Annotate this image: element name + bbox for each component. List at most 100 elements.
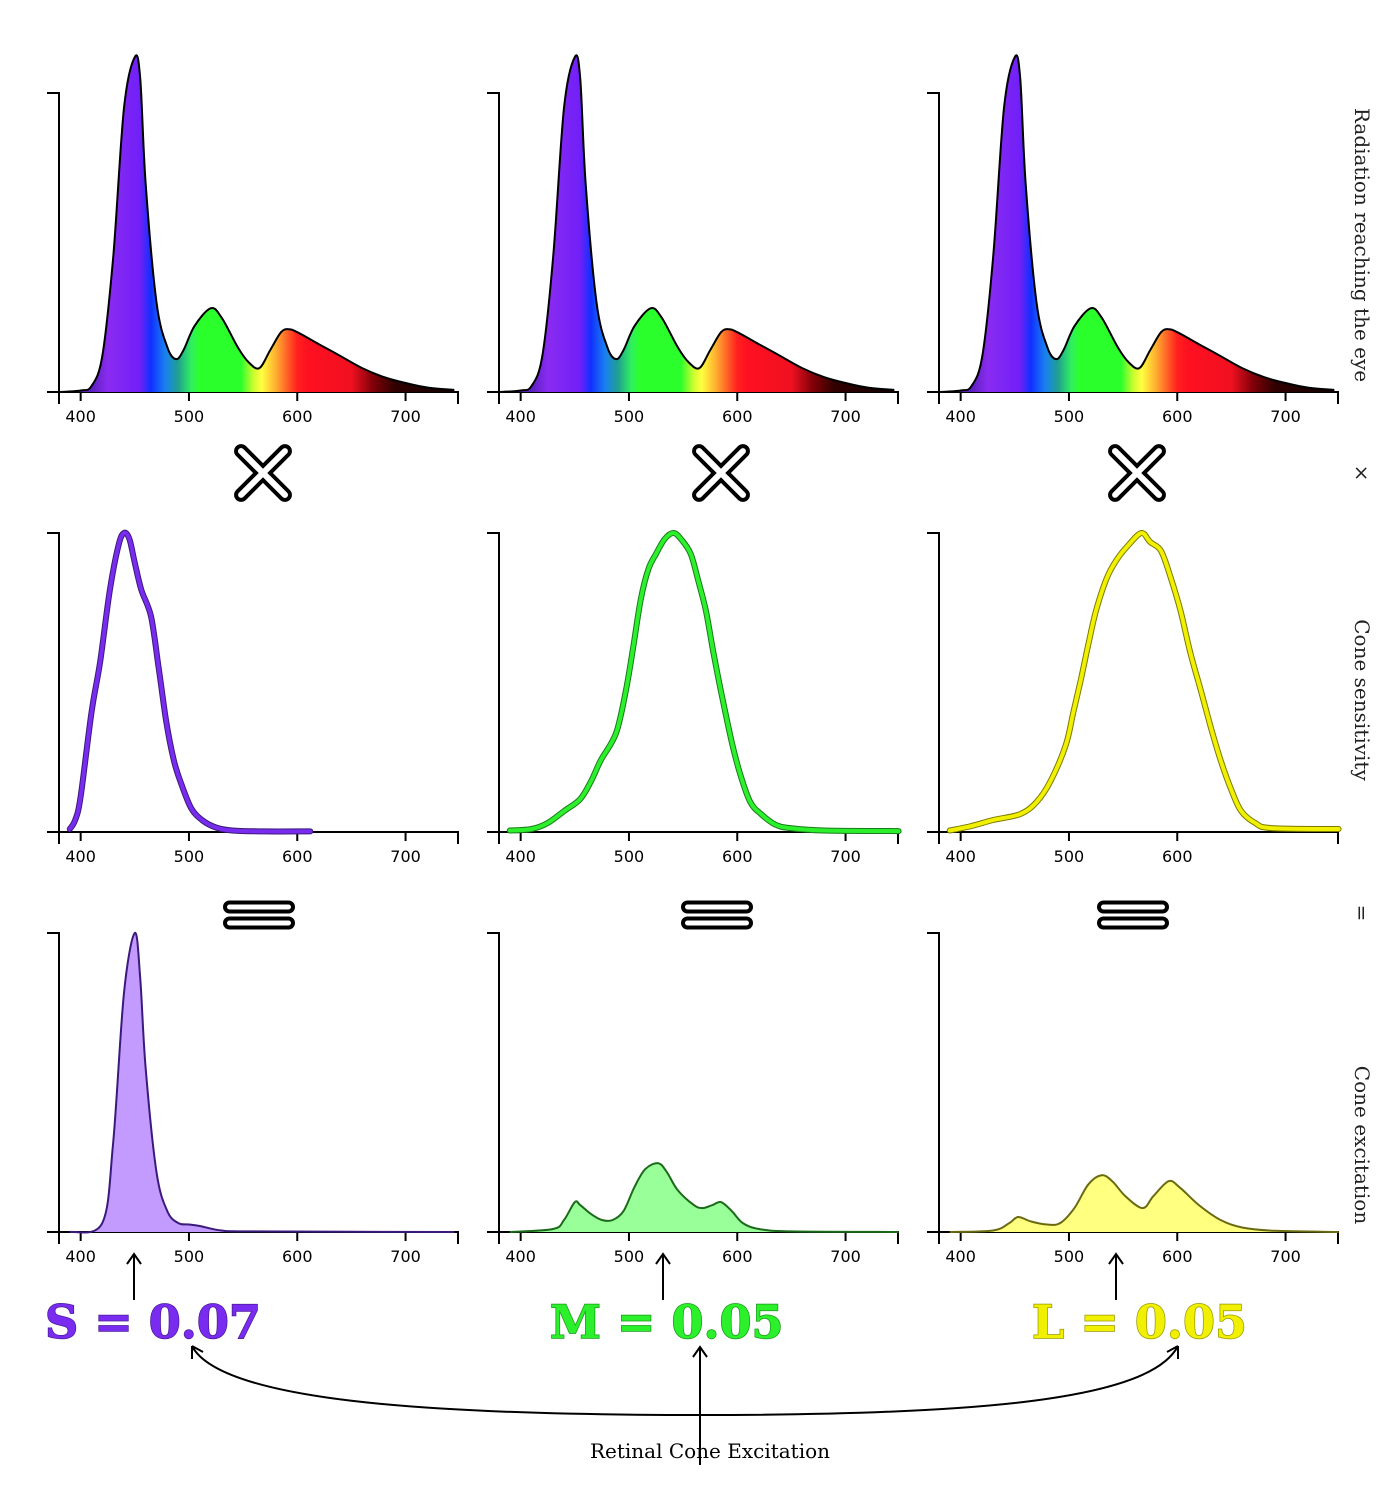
arrow-s-up xyxy=(126,1252,142,1300)
x-tick-label: 500 xyxy=(174,407,205,426)
x-tick-label: 700 xyxy=(390,1247,421,1266)
x-tick-label: 400 xyxy=(945,1247,976,1266)
excitation-area-m xyxy=(509,1163,899,1232)
x-axis xyxy=(47,1231,459,1244)
panel-radiation-l: 400 500 600 700 xyxy=(927,54,1339,426)
multiply-icon xyxy=(1108,444,1166,502)
x-axis xyxy=(927,391,1339,404)
row-label-radiation: Radiation reaching the eye xyxy=(1350,108,1374,382)
x-axis xyxy=(927,831,1339,844)
panel-excitation-m: 400 500 600 700 xyxy=(487,932,899,1266)
row-label-sensitivity: Cone sensitivity xyxy=(1350,619,1374,781)
result-m: M = 0.05 xyxy=(550,1295,784,1349)
x-tick-label: 500 xyxy=(1054,1247,1085,1266)
x-tick-label: 600 xyxy=(1162,847,1193,866)
excitation-line-l xyxy=(949,1174,1339,1233)
sensitivity-outline-m xyxy=(506,529,902,835)
sensitivity-outline-s xyxy=(66,529,314,835)
x-tick-label: 400 xyxy=(65,407,96,426)
panel-radiation-m: 400 500 600 700 xyxy=(487,54,899,426)
caption: Retinal Cone Excitation xyxy=(590,1439,830,1463)
x-tick-label: 400 xyxy=(945,407,976,426)
panel-radiation-s: 400 500 600 700 xyxy=(47,54,459,426)
panel-sensitivity-l: 400 500 600 xyxy=(927,530,1342,866)
y-axis xyxy=(927,932,940,1244)
equals-icon xyxy=(1097,900,1169,930)
x-tick-label: 600 xyxy=(282,847,313,866)
panel-excitation-l: 400 500 600 700 xyxy=(927,932,1339,1266)
sensitivity-line-m xyxy=(507,530,901,834)
multiply-icon xyxy=(692,444,750,502)
x-axis xyxy=(927,1231,1339,1244)
x-tick-label: 500 xyxy=(614,847,645,866)
panel-excitation-s: 400 500 600 700 xyxy=(47,931,459,1266)
spectrum-line xyxy=(938,54,1335,393)
x-axis xyxy=(47,391,459,404)
x-axis xyxy=(487,1231,899,1244)
x-tick-label: 600 xyxy=(722,407,753,426)
x-tick-label: 700 xyxy=(830,1247,861,1266)
x-tick-label: 600 xyxy=(282,1247,313,1266)
sensitivity-line-s xyxy=(67,530,313,834)
x-tick-label: 500 xyxy=(614,1247,645,1266)
x-tick-label: 600 xyxy=(1162,407,1193,426)
x-tick-label: 400 xyxy=(945,847,976,866)
x-axis xyxy=(47,831,459,844)
y-axis xyxy=(47,92,60,404)
arrow-to-s xyxy=(191,1345,701,1416)
spectrum-line xyxy=(498,54,895,393)
arrow-to-l xyxy=(699,1345,1179,1416)
equals-icon xyxy=(681,900,753,930)
x-axis xyxy=(487,391,899,404)
x-tick-label: 500 xyxy=(174,847,205,866)
sensitivity-line-l xyxy=(947,531,1341,833)
excitation-area-l xyxy=(949,1175,1339,1232)
spectrum-area xyxy=(939,55,1335,393)
x-tick-label: 700 xyxy=(390,407,421,426)
x-tick-label: 700 xyxy=(830,847,861,866)
row-label-times: × xyxy=(1350,465,1374,482)
spectrum-line xyxy=(58,54,455,393)
x-tick-label: 400 xyxy=(505,1247,536,1266)
x-tick-label: 600 xyxy=(1162,1247,1193,1266)
y-axis xyxy=(927,92,940,404)
multiply-icon xyxy=(234,444,292,502)
y-axis xyxy=(927,532,940,844)
x-tick-label: 700 xyxy=(1270,1247,1301,1266)
arrow-to-m xyxy=(692,1345,708,1465)
x-tick-label: 500 xyxy=(1054,407,1085,426)
x-tick-label: 500 xyxy=(1054,847,1085,866)
arrow-l-up xyxy=(1108,1252,1124,1300)
result-s: S = 0.07 xyxy=(45,1295,261,1349)
arrow-m-up xyxy=(655,1252,671,1300)
x-tick-label: 700 xyxy=(390,847,421,866)
row-label-equals: = xyxy=(1350,905,1374,922)
y-axis xyxy=(487,932,500,1244)
x-tick-label: 700 xyxy=(830,407,861,426)
x-tick-label: 400 xyxy=(505,847,536,866)
panel-sensitivity-m: 400 500 600 700 xyxy=(487,529,902,866)
y-axis xyxy=(487,532,500,844)
spectrum-area xyxy=(59,55,455,393)
excitation-line-s xyxy=(69,931,455,1234)
equals-icon xyxy=(223,900,295,930)
y-axis xyxy=(47,932,60,1244)
x-tick-label: 400 xyxy=(65,1247,96,1266)
y-axis xyxy=(47,532,60,844)
x-axis xyxy=(487,831,899,844)
x-tick-label: 500 xyxy=(614,407,645,426)
x-tick-label: 500 xyxy=(174,1247,205,1266)
x-tick-label: 600 xyxy=(282,407,313,426)
panel-sensitivity-s: 400 500 600 700 xyxy=(47,529,459,866)
x-tick-label: 400 xyxy=(505,407,536,426)
excitation-area-s xyxy=(69,932,455,1233)
excitation-line-m xyxy=(509,1162,899,1233)
y-axis xyxy=(487,92,500,404)
x-tick-label: 700 xyxy=(1270,407,1301,426)
row-label-excitation: Cone excitation xyxy=(1350,1066,1374,1225)
sensitivity-outline-l xyxy=(946,530,1342,834)
x-tick-label: 400 xyxy=(65,847,96,866)
spectrum-area xyxy=(499,55,895,393)
x-tick-label: 600 xyxy=(722,1247,753,1266)
